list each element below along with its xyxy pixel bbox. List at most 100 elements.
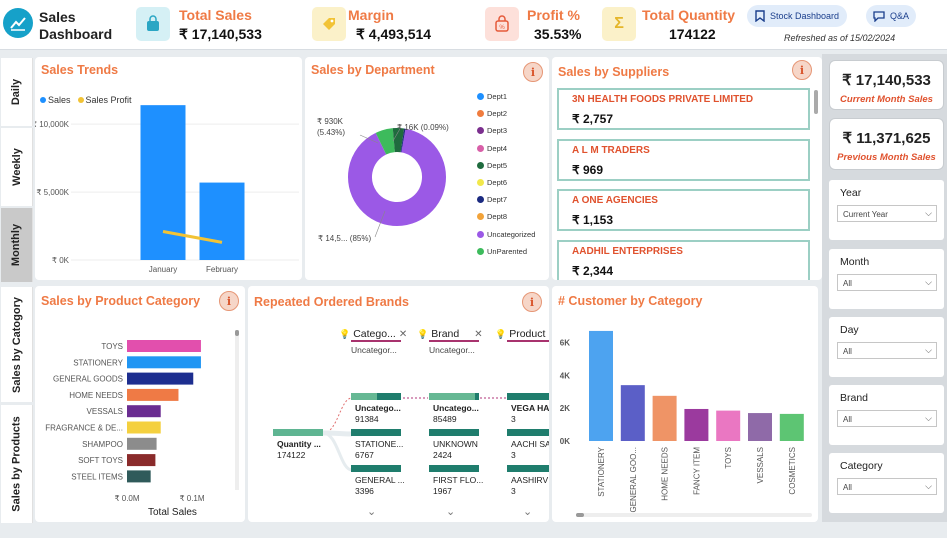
leader-line — [359, 134, 379, 144]
tab-daily[interactable]: Daily — [1, 58, 33, 126]
legend-dot — [477, 127, 484, 135]
close-icon: ✕ — [474, 328, 483, 340]
product-category-scrollbar[interactable] — [235, 330, 239, 490]
legend-dot — [477, 247, 484, 255]
expand-chevron-icon[interactable]: ⌄ — [446, 506, 456, 518]
info-icon[interactable]: i — [219, 291, 239, 311]
lightbulb-icon: 💡 — [417, 328, 429, 339]
tree-node-bar[interactable] — [351, 465, 401, 472]
expand-chevron-icon[interactable]: ⌄ — [367, 506, 377, 518]
refreshed-timestamp: Refreshed as of 15/02/2024 — [784, 33, 896, 43]
legend-item: Dept2 — [477, 105, 535, 122]
product-category-chart: TOYS STATIONERY GENERAL GOODS HOME NEEDS VES… — [45, 340, 205, 503]
legend-item: Dept5 — [477, 157, 535, 174]
supplier-card[interactable]: A L M TRADERS ₹ 969 — [557, 139, 810, 181]
sales-trends-card: Sales Trends Sales Sales Profit ₹ 0K ₹ 5,… — [35, 57, 302, 280]
sales-trends-legend: Sales Sales Profit — [40, 95, 132, 105]
close-icon: ✕ — [398, 328, 408, 340]
tab-sales-by-products[interactable]: Sales by Products — [1, 405, 33, 523]
legend-item: Dept4 — [477, 140, 535, 157]
tree-node-bar[interactable] — [507, 465, 549, 472]
legend-label: Dept6 — [487, 178, 508, 188]
percent-bag-icon: % — [485, 7, 519, 41]
category-bar — [127, 372, 194, 385]
year-dropdown[interactable]: Current Year ⌵ — [837, 205, 937, 222]
category-label: SHAMPOO — [82, 440, 123, 449]
info-icon[interactable]: i — [523, 62, 543, 82]
y-tick-label: ₹ 0K — [52, 256, 70, 265]
day-dropdown[interactable]: All ⌵ — [837, 342, 937, 359]
category-label: SOFT TOYS — [78, 456, 123, 465]
chevron-down-icon: ⌵ — [925, 208, 932, 218]
month-dropdown[interactable]: All ⌵ — [837, 274, 937, 291]
decomposition-tree-links — [322, 397, 506, 472]
sales-bar — [199, 182, 245, 260]
category-bar — [127, 421, 161, 434]
tree-header-category[interactable]: 💡 Catego... ✕ — [339, 328, 408, 340]
legend-label: Dept4 — [487, 143, 508, 153]
customer-bar — [748, 413, 772, 441]
kpi-total-sales-value: ₹ 17,140,533 — [179, 26, 262, 42]
category-dropdown[interactable]: All ⌵ — [837, 478, 937, 495]
legend-label: Dept2 — [487, 109, 508, 119]
category-bar — [127, 437, 157, 450]
legend-label: Dept3 — [487, 126, 508, 136]
tree-node: UNKNOWN 2424 — [433, 439, 478, 460]
tree-root-bar[interactable] — [273, 429, 323, 436]
info-icon[interactable]: i — [522, 292, 542, 312]
customer-bar — [779, 413, 804, 441]
tree-node-bar[interactable] — [429, 429, 479, 436]
legend-label: Dept5 — [487, 160, 508, 170]
info-icon[interactable]: i — [792, 60, 812, 80]
legend-dot — [477, 144, 484, 152]
tag-icon — [312, 7, 346, 41]
suppliers-scrollbar[interactable] — [814, 90, 818, 114]
tab-sales-by-category[interactable]: Sales by Catogory — [1, 287, 33, 402]
kpi-quantity-label: Total Quantity — [642, 7, 736, 23]
stock-dashboard-button[interactable]: Stock Dashboard — [747, 5, 848, 27]
tree-node-bar[interactable] — [507, 393, 549, 400]
stock-dashboard-label: Stock Dashboard — [770, 11, 840, 21]
brand-dropdown[interactable]: All ⌵ — [837, 410, 937, 427]
tree-node-bar[interactable] — [429, 393, 479, 400]
tree-node-bar[interactable] — [507, 429, 549, 436]
tab-weekly[interactable]: Weekly — [1, 128, 33, 206]
tree-node-bar[interactable] — [351, 429, 401, 436]
suppliers-title: Sales by Suppliers — [558, 65, 670, 79]
legend-dot — [477, 161, 484, 169]
svg-text:%: % — [499, 25, 505, 31]
lightbulb-icon: 💡 — [339, 328, 351, 339]
tree-header-product[interactable]: 💡 Product — [495, 328, 546, 340]
slicer-category: Category All ⌵ — [829, 453, 944, 513]
supplier-card[interactable]: AADHIL ENTERPRISES ₹ 2,344 — [557, 240, 810, 280]
tab-monthly[interactable]: Monthly — [1, 208, 33, 282]
leader-line — [392, 126, 402, 142]
tree-node: STATIONE... 6767 — [355, 439, 404, 460]
customer-bar — [652, 395, 677, 441]
current-month-sales-card: ₹ 17,140,533 Current Month Sales — [829, 60, 944, 110]
bookmark-icon — [755, 10, 765, 22]
slicer-brand: Brand All ⌵ — [829, 385, 944, 445]
chat-icon — [873, 10, 885, 22]
legend-label: Dept7 — [487, 195, 508, 205]
supplier-card[interactable]: A ONE AGENCIES ₹ 1,153 — [557, 189, 810, 231]
expand-chevron-icon[interactable]: ⌄ — [523, 506, 533, 518]
tree-node-bar[interactable] — [351, 393, 401, 400]
legend-item: Dept1 — [477, 88, 535, 105]
customer-bar — [716, 410, 741, 441]
tree-header-brand[interactable]: 💡 Brand ✕ — [417, 328, 483, 340]
legend-item: Dept3 — [477, 122, 535, 139]
donut-label-c: ₹ 14,5... (85%) — [318, 234, 372, 243]
sales-bar — [140, 105, 186, 261]
supplier-card[interactable]: 3N HEALTH FOODS PRIVATE LIMITED ₹ 2,757 — [557, 88, 810, 130]
qa-button[interactable]: Q&A — [866, 5, 917, 27]
customer-category-scrollbar[interactable] — [576, 513, 812, 517]
category-label: HOME NEEDS — [69, 391, 123, 400]
legend-dot — [477, 179, 484, 187]
tree-node: AASHIRV 3 — [511, 475, 549, 496]
customer-category-chart: 6K 4K 2K 0K STATIONERY GENERAL GOO... HOME NEE… — [560, 330, 804, 513]
department-legend: Dept1 Dept2 Dept3 Dept4 Dept5 Dept6 Dept7 Dept8… — [477, 88, 535, 260]
tree-node-bar[interactable] — [429, 465, 479, 472]
qa-label: Q&A — [890, 11, 910, 21]
y-tick-label: 6K — [560, 338, 570, 347]
